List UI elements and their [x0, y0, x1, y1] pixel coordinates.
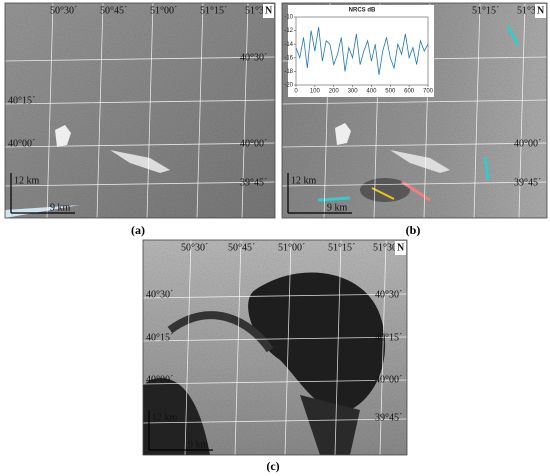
graticule — [473, 2, 481, 219]
y-tick-label: -14 — [284, 42, 293, 48]
scale-label-vertical: 12 km — [152, 412, 178, 423]
panel-frame — [281, 2, 548, 219]
data-line — [295, 27, 429, 75]
graticule — [184, 239, 192, 456]
graticule — [323, 2, 331, 219]
longitude-label: 51°30´ — [517, 5, 544, 16]
graticule — [4, 181, 276, 187]
graticule — [46, 2, 54, 219]
longitude-label: 51°15´ — [472, 5, 499, 16]
north-arrow: N — [265, 5, 273, 16]
graticule — [373, 2, 381, 219]
x-tick-label: 100 — [310, 89, 321, 95]
graticule — [281, 142, 548, 148]
x-tick-label: 0 — [294, 89, 298, 95]
latitude-label: 40°30´ — [146, 289, 173, 300]
longitude-label: 51°00´ — [150, 5, 177, 16]
y-tick-label: -18 — [284, 69, 293, 75]
latitude-label: 40°00´ — [8, 138, 35, 149]
latitude-label: 39°45´ — [514, 177, 541, 188]
graticule — [142, 379, 408, 385]
latitude-label: 40°15´ — [375, 332, 402, 343]
x-tick-label: 200 — [329, 89, 340, 95]
graticule — [234, 239, 242, 456]
graticule — [96, 2, 104, 219]
x-tick-label: 300 — [348, 89, 359, 95]
graticule — [142, 293, 408, 299]
panel-label: (b) — [406, 223, 421, 237]
plot-frame — [295, 16, 429, 86]
graticule — [142, 418, 408, 424]
longitude-label: 51°15´ — [200, 5, 227, 16]
scale-label-horizontal: 9 km — [327, 202, 348, 213]
graticule — [281, 56, 548, 62]
latitude-label: 39°45´ — [240, 177, 267, 188]
y-tick-label: -20 — [284, 83, 293, 89]
graticule — [146, 2, 154, 219]
panel-label: (c) — [266, 459, 279, 473]
north-box — [535, 4, 546, 18]
longitude-label: 50°30´ — [181, 242, 208, 253]
latitude-label: 40°15´ — [146, 332, 173, 343]
latitude-label: 40°30´ — [375, 289, 402, 300]
latitude-label: 40°00´ — [240, 138, 267, 149]
graticule — [423, 2, 431, 219]
graticule — [196, 2, 204, 219]
chart-title: NRCS dB — [349, 8, 376, 14]
graticule — [4, 99, 276, 105]
graticule — [334, 239, 342, 456]
y-tick-label: -12 — [284, 28, 293, 34]
panel-b-image — [282, 3, 547, 218]
latitude-label: 40°00´ — [375, 374, 402, 385]
graticule — [281, 181, 548, 187]
x-tick-label: 400 — [366, 89, 377, 95]
latitude-label: 39°45´ — [375, 412, 402, 423]
longitude-label: 51°15´ — [328, 242, 355, 253]
x-tick-label: 700 — [423, 89, 434, 95]
graticule — [4, 56, 276, 62]
graticule — [142, 336, 408, 342]
graticule — [281, 99, 548, 105]
longitude-label: 51°00´ — [278, 242, 305, 253]
latitude-label: 40°30´ — [240, 52, 267, 63]
panel-frame — [4, 2, 276, 219]
latitude-label: 40°00´ — [146, 374, 173, 385]
longitude-label: 51°30´ — [373, 242, 400, 253]
north-box — [263, 4, 274, 18]
scale-label-horizontal: 9 km — [188, 439, 209, 450]
panel-label: (a) — [131, 223, 145, 237]
longitude-label: 51°30´ — [245, 5, 272, 16]
graticule — [284, 239, 292, 456]
scale-label-horizontal: 9 km — [50, 202, 71, 213]
y-tick-label: -10 — [284, 15, 293, 21]
graticule — [4, 142, 276, 148]
north-box — [395, 241, 406, 255]
scale-label-vertical: 12 km — [291, 175, 317, 186]
scale-label-vertical: 12 km — [14, 175, 40, 186]
north-arrow: N — [397, 242, 405, 253]
panel-frame — [142, 239, 408, 456]
longitude-label: 50°45´ — [100, 5, 127, 16]
x-tick-label: 500 — [385, 89, 396, 95]
panel-c-image — [143, 240, 407, 455]
x-tick-label: 600 — [404, 89, 415, 95]
latitude-label: 40°00´ — [514, 138, 541, 149]
longitude-label: 50°45´ — [228, 242, 255, 253]
y-tick-label: -16 — [284, 55, 293, 61]
north-arrow: N — [537, 5, 545, 16]
longitude-label: 50°30´ — [50, 5, 77, 16]
latitude-label: 40°15´ — [8, 95, 35, 106]
